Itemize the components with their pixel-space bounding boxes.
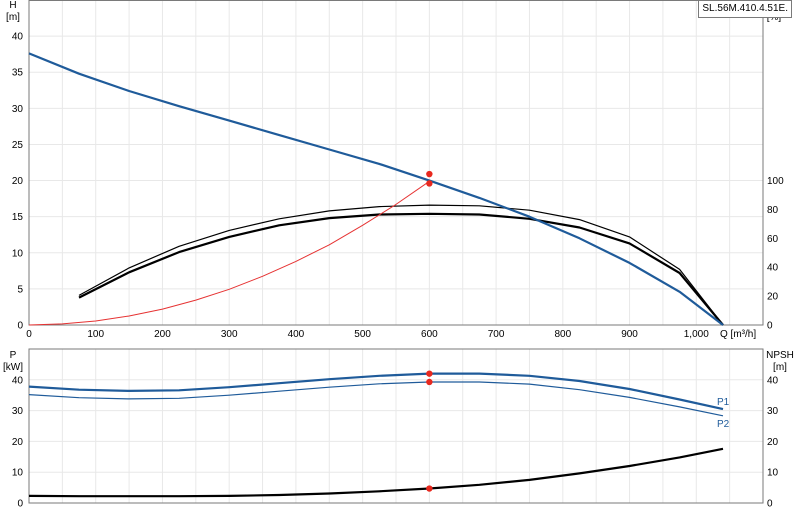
- x-tick-label: 1,000: [684, 329, 709, 340]
- duty-point-marker: [426, 170, 433, 178]
- eta-tick-label: 100: [767, 176, 784, 187]
- h-tick-label: 10: [12, 248, 24, 259]
- top-plot-frame: [28, 0, 764, 326]
- duty-point-marker: [426, 370, 433, 377]
- p2-series-label: P2: [717, 419, 730, 430]
- x-tick-label: 600: [421, 329, 438, 340]
- h-tick-label: 15: [12, 212, 24, 223]
- flow-axis-title: Q [m³/h]: [720, 329, 756, 340]
- x-tick-label: 400: [288, 329, 305, 340]
- pump-model-label: SL.56M.410.4.51E.: [698, 0, 792, 18]
- eta-tick-label: 20: [767, 292, 779, 303]
- h-tick-label: 5: [17, 284, 23, 295]
- x-tick-label: 0: [26, 329, 32, 340]
- power-tick-label: 10: [12, 468, 24, 479]
- npsh-tick-label: 20: [767, 437, 779, 448]
- bottom-plot-frame: [28, 348, 764, 504]
- head-axis-unit: [m]: [6, 12, 20, 23]
- npsh-axis-title: NPSH: [766, 350, 794, 361]
- npsh-tick-label: 30: [767, 406, 779, 417]
- x-tick-label: 800: [554, 329, 571, 340]
- h-tick-label: 40: [12, 32, 24, 43]
- duty-point-marker: [426, 180, 433, 187]
- p1-series-label: P1: [717, 397, 730, 408]
- npsh-curve: [28, 447, 724, 498]
- p1-curve: [28, 372, 724, 411]
- npsh-axis-unit: [m]: [773, 362, 787, 373]
- x-tick-label: 700: [488, 329, 505, 340]
- x-tick-label: 500: [354, 329, 371, 340]
- system-curve: [28, 180, 430, 326]
- x-tick-label: 100: [87, 329, 104, 340]
- npsh-tick-label: 40: [767, 375, 779, 386]
- h-tick-label: 35: [12, 68, 24, 79]
- x-tick-label: 900: [621, 329, 638, 340]
- eta-tick-label: 0: [767, 321, 773, 332]
- h-tick-label: 0: [17, 321, 23, 332]
- eta-curve: [78, 212, 724, 326]
- power-tick-label: 0: [17, 499, 23, 510]
- head-axis-title: H: [9, 0, 16, 11]
- power-tick-label: 30: [12, 406, 24, 417]
- power-tick-label: 40: [12, 375, 24, 386]
- head-curve: [28, 52, 724, 326]
- power-axis-unit: [kW]: [3, 362, 23, 373]
- duty-point-marker: [426, 485, 433, 492]
- x-tick-label: 200: [154, 329, 171, 340]
- npsh-tick-label: 10: [767, 468, 779, 479]
- h-tick-label: 25: [12, 140, 24, 151]
- eta-tick-label: 60: [767, 234, 779, 245]
- power-tick-label: 20: [12, 437, 24, 448]
- h-tick-label: 30: [12, 104, 24, 115]
- h-tick-label: 20: [12, 176, 24, 187]
- power-axis-title: P: [10, 350, 17, 361]
- eta_outer-curve: [78, 204, 724, 326]
- eta-tick-label: 80: [767, 205, 779, 216]
- duty-point-marker: [426, 378, 433, 386]
- p2-curve: [28, 381, 724, 417]
- eta-tick-label: 40: [767, 263, 779, 274]
- x-tick-label: 300: [221, 329, 238, 340]
- npsh-tick-label: 0: [767, 499, 773, 510]
